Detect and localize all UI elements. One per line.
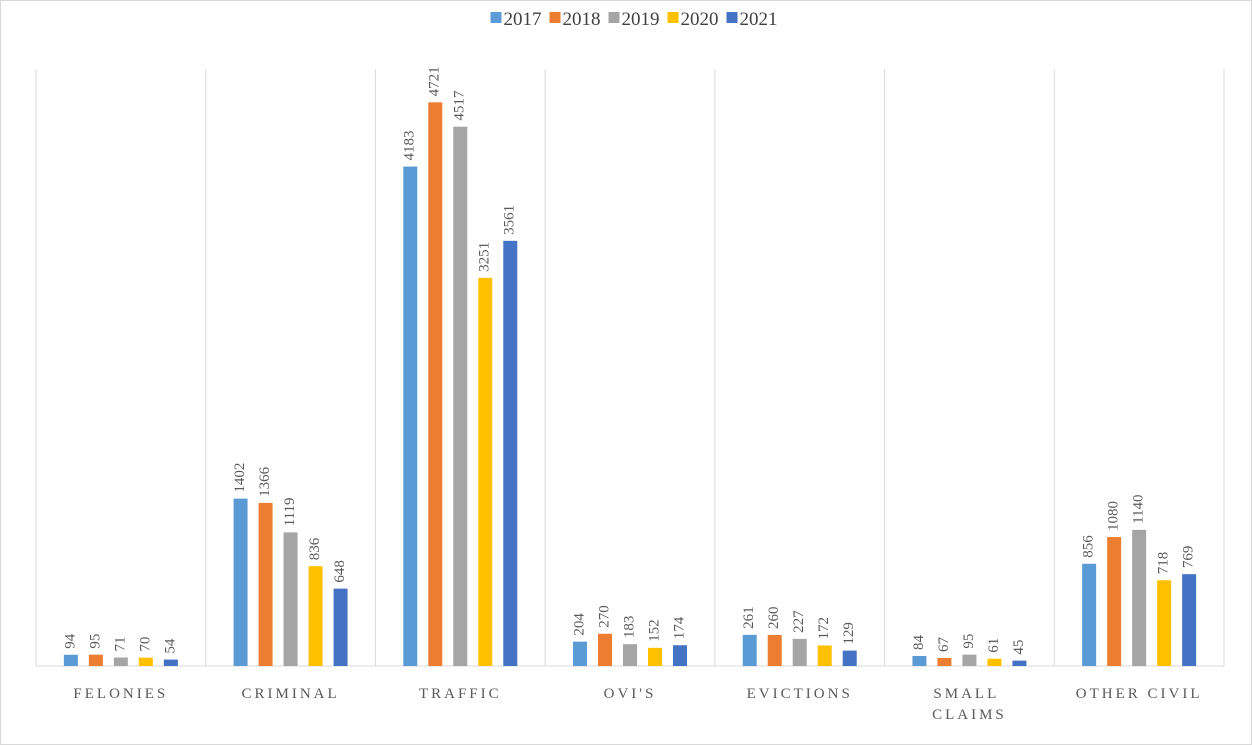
data-label: 718	[1156, 552, 1172, 575]
legend-label: 2020	[681, 9, 719, 30]
x-tick-label: TRAFFIC	[419, 686, 502, 702]
data-label: 54	[162, 638, 178, 654]
data-label: 45	[1011, 640, 1027, 655]
bar	[987, 658, 1002, 666]
bar	[1182, 574, 1197, 666]
bar	[673, 645, 687, 666]
data-label: 648	[332, 560, 348, 583]
bar	[453, 126, 468, 667]
data-label: 129	[841, 622, 857, 645]
data-label: 260	[766, 606, 782, 629]
data-label: 3251	[477, 242, 493, 272]
data-label: 3561	[502, 205, 518, 235]
bar	[428, 102, 443, 666]
data-label: 172	[816, 617, 832, 640]
bar	[1157, 580, 1172, 666]
data-label: 183	[621, 616, 637, 639]
bar	[88, 654, 103, 666]
bar	[648, 647, 662, 666]
data-label: 1080	[1106, 501, 1122, 531]
legend-swatch	[667, 12, 679, 23]
legend: 2017 2018 2019 2020 2021	[490, 9, 778, 30]
bar	[962, 654, 977, 666]
bar	[1082, 563, 1097, 666]
data-label: 1366	[257, 466, 273, 497]
data-label: 94	[62, 633, 78, 649]
data-label: 174	[671, 616, 687, 639]
bar	[63, 654, 78, 666]
bar	[1012, 660, 1027, 666]
data-label: 84	[911, 634, 927, 650]
bar	[283, 532, 298, 666]
x-tick-label: OTHER CIVIL	[1076, 686, 1203, 702]
bar	[912, 655, 927, 666]
x-tick-label: CRIMINAL	[241, 686, 339, 702]
bar	[1132, 529, 1147, 666]
bar	[817, 645, 832, 666]
data-label: 95	[87, 634, 103, 649]
data-label: 67	[936, 637, 952, 653]
data-label: 270	[596, 605, 612, 628]
data-label: 769	[1181, 546, 1197, 569]
bar	[767, 634, 782, 666]
data-label: 95	[961, 634, 977, 649]
bar	[258, 502, 273, 666]
legend-swatch	[490, 12, 502, 23]
bar	[308, 566, 323, 666]
legend-swatch	[549, 12, 561, 23]
legend-label: 2021	[740, 9, 778, 30]
data-label: 152	[646, 619, 662, 642]
bar	[842, 650, 857, 666]
data-label: 836	[307, 537, 323, 560]
legend-label: 2017	[504, 9, 542, 30]
data-label: 4721	[427, 66, 443, 96]
x-tick-label: SMALL CLAIMS	[932, 686, 1007, 723]
bar	[478, 277, 493, 666]
data-label: 4517	[452, 90, 468, 121]
data-label: 1140	[1131, 494, 1147, 523]
bar	[233, 498, 248, 666]
legend-swatch	[608, 12, 620, 23]
legend-label: 2019	[622, 9, 660, 30]
data-label: 1402	[232, 463, 248, 493]
legend-label: 2018	[563, 9, 601, 30]
legend-swatch	[726, 12, 738, 23]
bar	[503, 240, 518, 667]
data-label: 1119	[282, 498, 298, 527]
data-label: 261	[741, 606, 757, 629]
bar	[573, 641, 587, 666]
data-label: 856	[1081, 535, 1097, 558]
bar	[333, 588, 348, 666]
data-label: 70	[137, 637, 153, 652]
bar	[623, 644, 637, 666]
x-tick-label: EVICTIONS	[747, 686, 853, 702]
data-label: 4183	[402, 131, 418, 161]
bar	[937, 658, 952, 666]
data-label: 204	[571, 613, 587, 636]
data-label: 227	[791, 610, 807, 633]
bar	[792, 638, 807, 666]
bar	[163, 659, 178, 666]
bar	[1107, 537, 1122, 666]
bar	[742, 634, 757, 666]
x-tick-label: OVI'S	[604, 686, 657, 702]
x-tick-label: FELONIES	[73, 686, 168, 702]
bar	[598, 633, 612, 666]
bar	[403, 166, 418, 666]
data-label: 61	[986, 638, 1002, 653]
bar	[138, 657, 153, 666]
bar	[113, 657, 128, 666]
data-label: 71	[112, 637, 128, 652]
